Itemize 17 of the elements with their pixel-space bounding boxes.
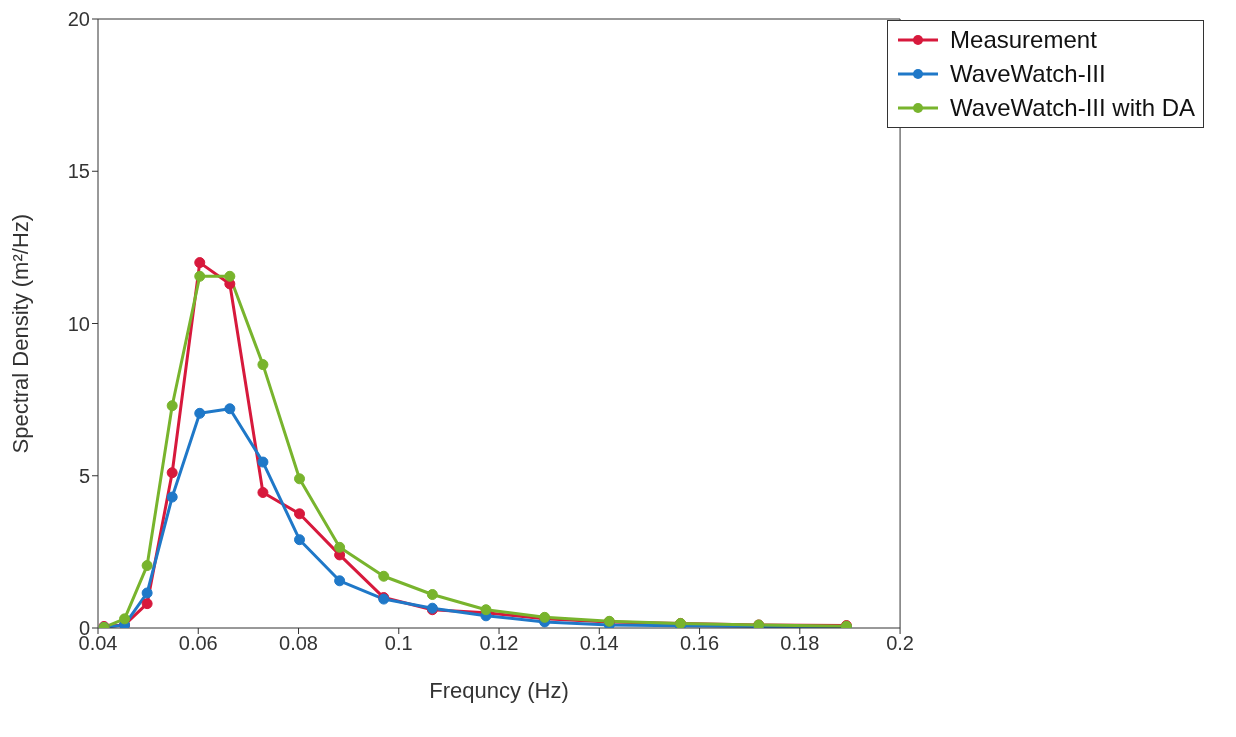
x-tick-label: 0.06: [178, 632, 218, 655]
legend-label: WaveWatch-III with DA: [950, 93, 1195, 123]
y-tick-label: 20: [67, 8, 90, 31]
y-tick-label: 5: [78, 464, 90, 487]
y-tick-label: 15: [67, 160, 90, 183]
x-tick-label: 0.18: [780, 632, 820, 655]
legend-label: WaveWatch-III: [950, 59, 1106, 89]
x-tick-label: 0.1: [384, 632, 413, 655]
x-tick-label: 0.12: [479, 632, 519, 655]
y-axis-title: Spectral Density (m²/Hz): [7, 213, 33, 454]
x-axis-title: Frequncy (Hz): [429, 678, 569, 703]
x-tick-label: 0.08: [279, 632, 318, 655]
legend-label: Measurement: [950, 25, 1097, 55]
y-tick-label: 10: [67, 312, 90, 335]
x-tick-label: 0.16: [680, 632, 720, 655]
x-tick-label: 0.2: [886, 632, 914, 655]
x-tick-label: 0.14: [579, 632, 619, 655]
